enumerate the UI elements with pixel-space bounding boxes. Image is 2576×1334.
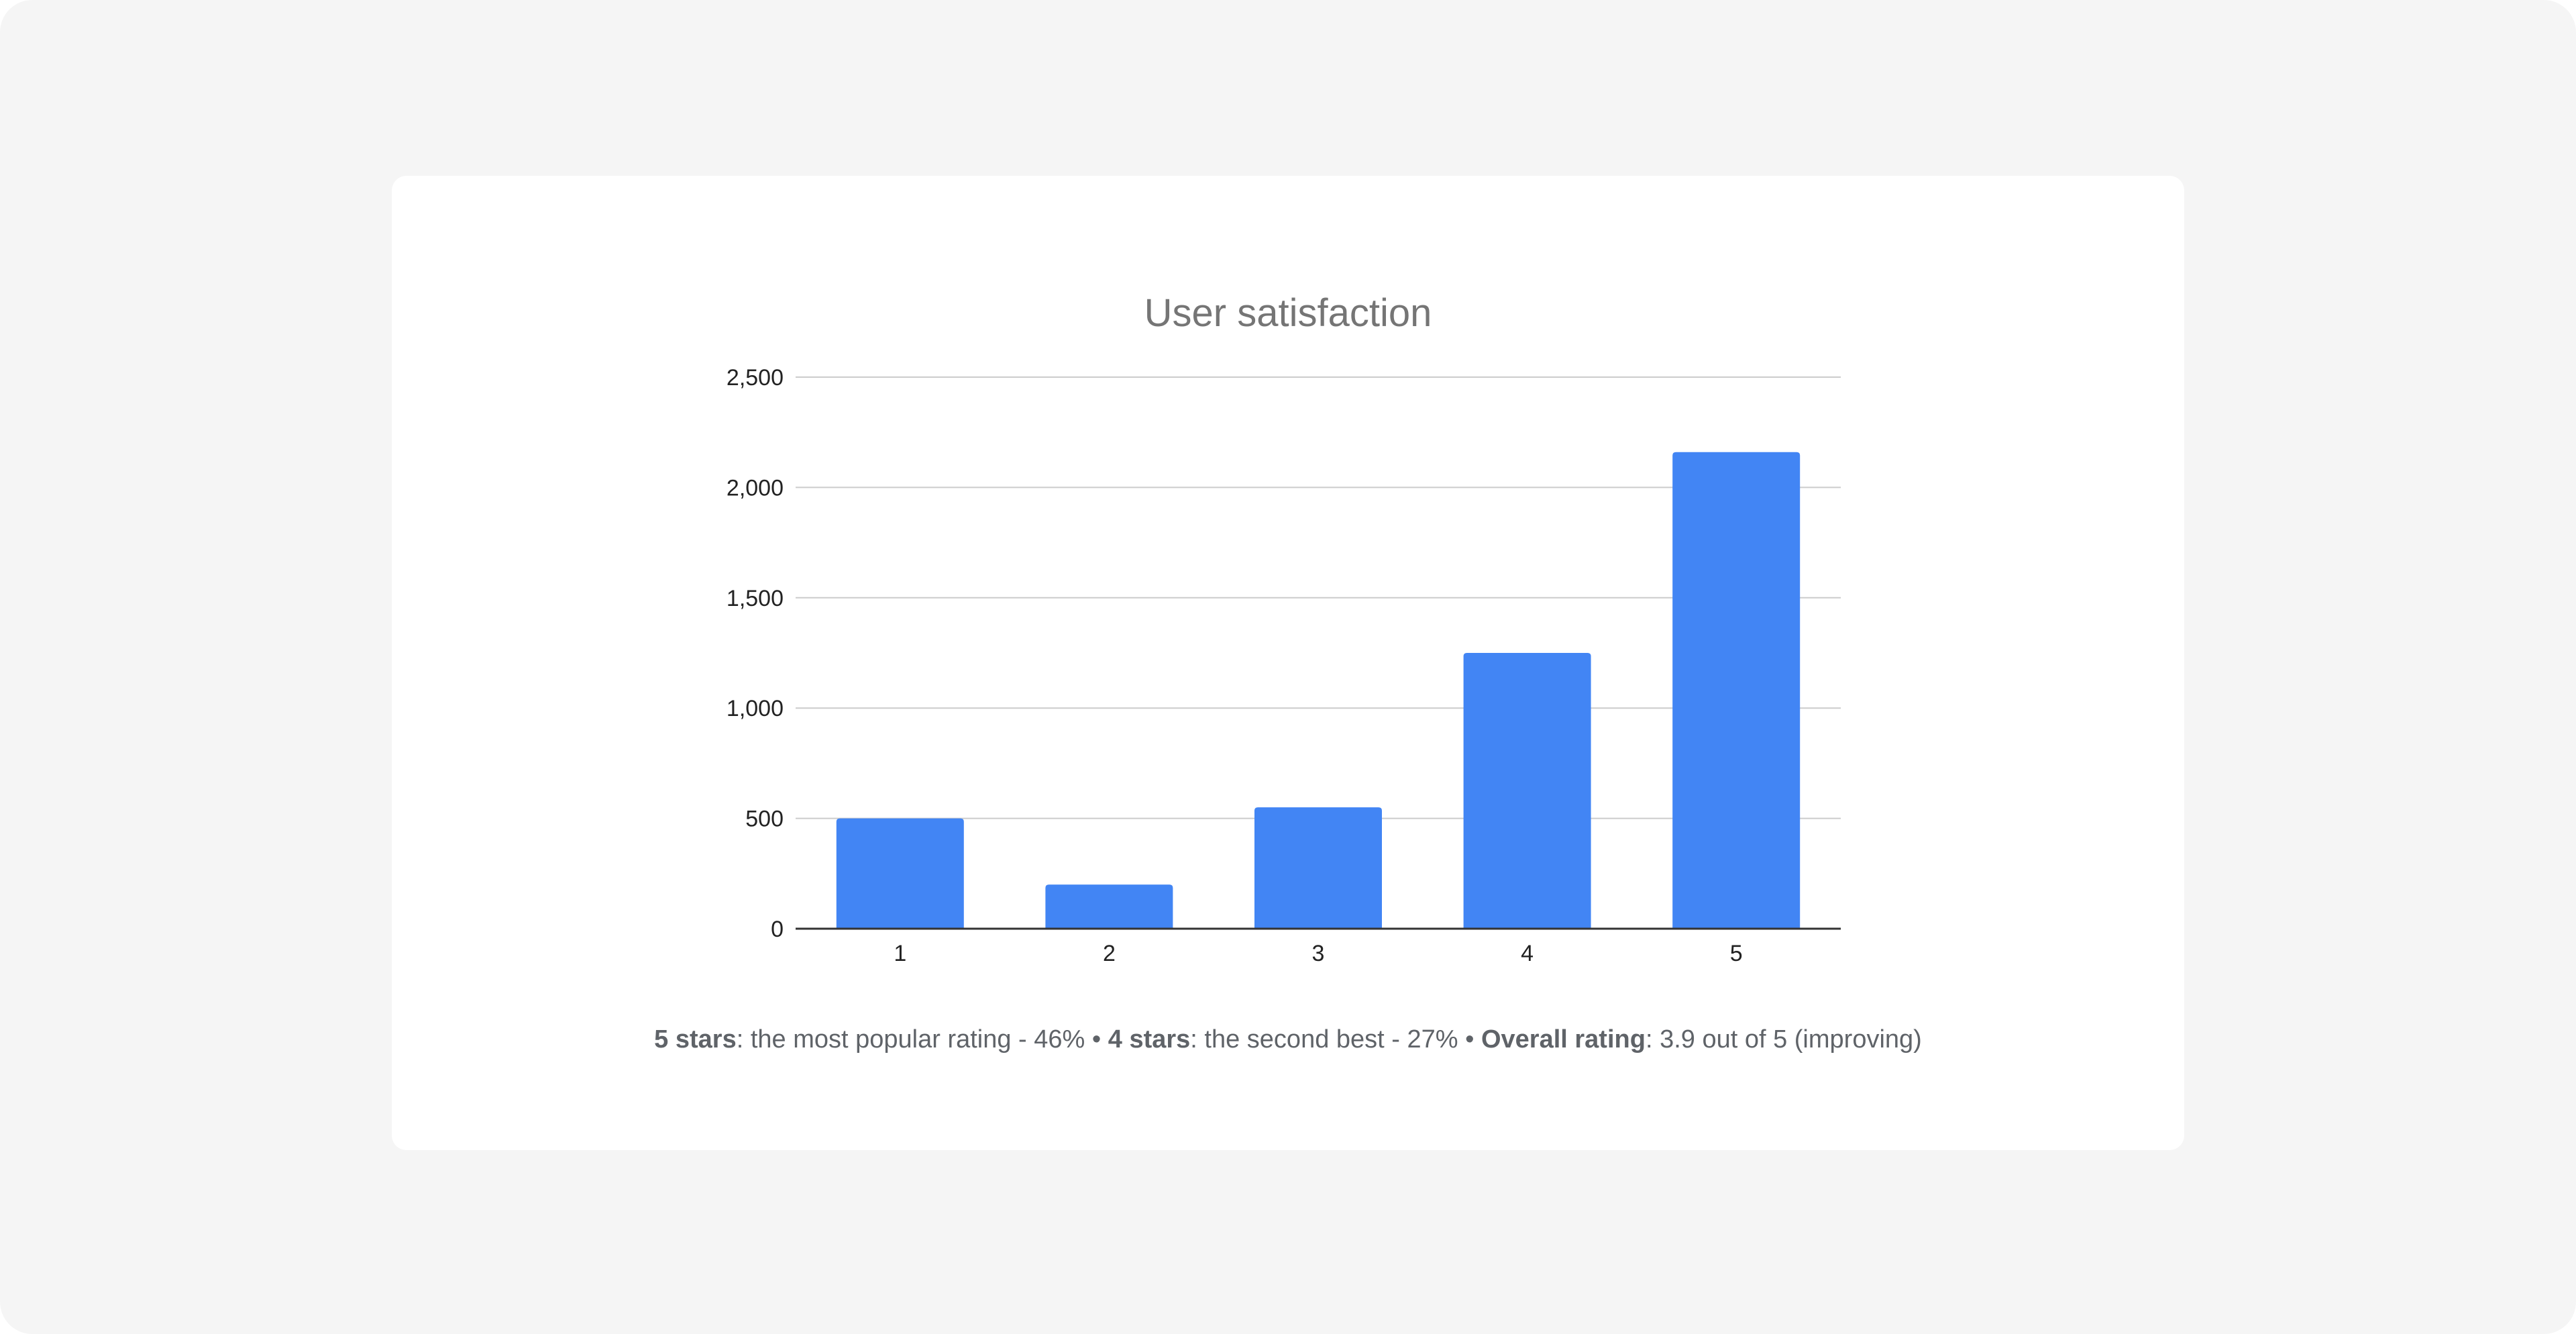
y-tick-label: 500 (745, 807, 784, 832)
caption-separator: • (1085, 1025, 1108, 1054)
bar-rating-4 (1463, 653, 1591, 929)
caption-five-stars-text: : the most popular rating - 46% (736, 1025, 1085, 1054)
chart-title: User satisfaction (1144, 291, 1432, 335)
x-tick-label: 4 (1521, 941, 1534, 966)
bar-chart: 0 500 1,000 1,500 2,000 2,500 1 2 3 4 5 (727, 365, 1841, 966)
x-axis-ticks: 1 2 3 4 5 (894, 941, 1742, 966)
chart-caption: 5 stars: the most popular rating - 46% •… (392, 1027, 2184, 1052)
x-tick-label: 3 (1312, 941, 1325, 966)
y-tick-label: 1,500 (727, 586, 784, 611)
caption-overall-label: Overall rating (1481, 1025, 1646, 1054)
y-axis-ticks: 0 500 1,000 1,500 2,000 2,500 (727, 365, 784, 942)
caption-five-stars-label: 5 stars (654, 1025, 737, 1054)
bar-rating-3 (1254, 807, 1382, 929)
bars (836, 452, 1801, 929)
x-tick-label: 5 (1730, 941, 1743, 966)
bar-rating-2 (1045, 884, 1173, 929)
chart-card: User satisfaction 0 500 1,000 1,500 2,000 2,5… (392, 176, 2184, 1150)
x-tick-label: 2 (1103, 941, 1116, 966)
y-tick-label: 0 (771, 917, 784, 942)
bar-rating-5 (1672, 452, 1801, 929)
y-tick-label: 2,500 (727, 365, 784, 391)
y-tick-label: 2,000 (727, 475, 784, 501)
y-tick-label: 1,000 (727, 696, 784, 721)
caption-overall-text: : 3.9 out of 5 (improving) (1645, 1025, 1922, 1054)
caption-separator: • (1458, 1025, 1481, 1054)
caption-four-stars-label: 4 stars (1108, 1025, 1191, 1054)
bar-rating-1 (836, 818, 964, 929)
caption-four-stars-text: : the second best - 27% (1190, 1025, 1458, 1054)
x-tick-label: 1 (894, 941, 906, 966)
gridlines (796, 376, 1841, 819)
